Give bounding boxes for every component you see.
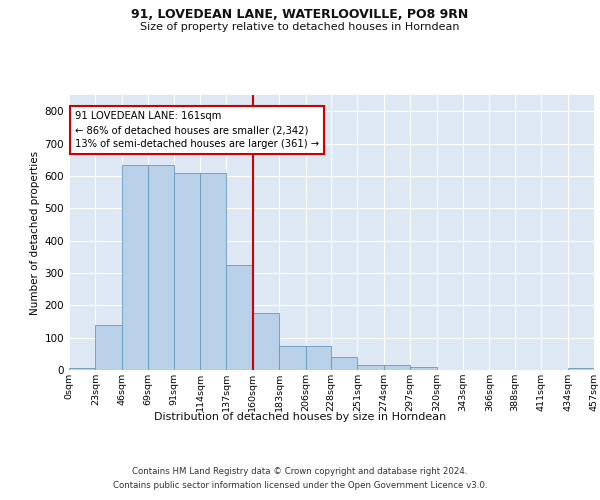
Text: 91, LOVEDEAN LANE, WATERLOOVILLE, PO8 9RN: 91, LOVEDEAN LANE, WATERLOOVILLE, PO8 9R… [131,8,469,20]
Bar [253,314,279,370]
Bar [173,172,200,370]
Bar [358,365,384,370]
Bar [384,365,410,370]
Text: Contains public sector information licensed under the Open Government Licence v3: Contains public sector information licen… [113,481,487,490]
Text: Size of property relative to detached houses in Horndean: Size of property relative to detached ho… [140,22,460,32]
Bar [200,172,226,370]
Y-axis label: Number of detached properties: Number of detached properties [31,150,40,314]
Text: 91 LOVEDEAN LANE: 161sqm
← 86% of detached houses are smaller (2,342)
13% of sem: 91 LOVEDEAN LANE: 161sqm ← 86% of detach… [75,111,319,149]
Bar [410,367,437,370]
Text: Contains HM Land Registry data © Crown copyright and database right 2024.: Contains HM Land Registry data © Crown c… [132,467,468,476]
Bar [69,368,95,370]
Bar [226,265,253,370]
Bar [331,357,358,370]
Bar [568,368,594,370]
Bar [279,346,305,370]
Text: Distribution of detached houses by size in Horndean: Distribution of detached houses by size … [154,412,446,422]
Bar [148,164,173,370]
Bar [95,324,122,370]
Bar [122,164,148,370]
Bar [305,346,331,370]
